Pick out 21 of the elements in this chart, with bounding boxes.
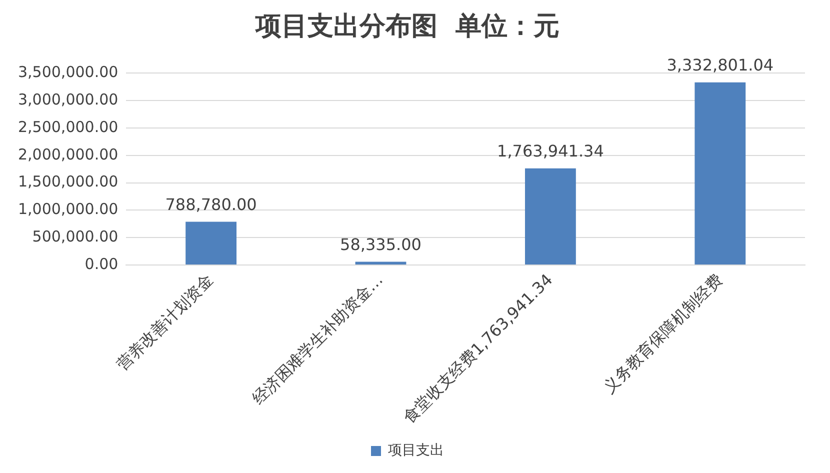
y-tick-label: 1,500,000.00 [18, 172, 118, 191]
y-tick-label: 0.00 [84, 254, 118, 273]
bar [694, 82, 746, 264]
x-tick-label: 经济困难学生补助资金… [248, 270, 387, 408]
x-tick-label: 营养改善计划资金 [112, 270, 217, 374]
data-label: 1,763,941.34 [497, 141, 604, 160]
data-label: 3,332,801.04 [666, 56, 774, 75]
data-label: 788,780.00 [165, 194, 257, 214]
data-label: 58,335.00 [340, 234, 422, 254]
y-tick-label: 3,000,000.00 [18, 90, 118, 108]
chart-title: 项目支出分布图 单位：元 [254, 11, 560, 42]
y-tick-label: 3,500,000.00 [18, 63, 118, 82]
y-tick-label: 500,000.00 [32, 227, 118, 246]
y-tick-label: 1,000,000.00 [18, 200, 118, 218]
bar [186, 222, 236, 264]
bar [524, 168, 576, 264]
y-tick-label: 2,500,000.00 [18, 118, 118, 136]
y-tick-label: 2,000,000.00 [18, 145, 118, 164]
bar [355, 262, 406, 264]
x-tick-label: 义务教育保障机制经费 [599, 270, 726, 397]
legend-label: 项目支出 [388, 442, 444, 459]
